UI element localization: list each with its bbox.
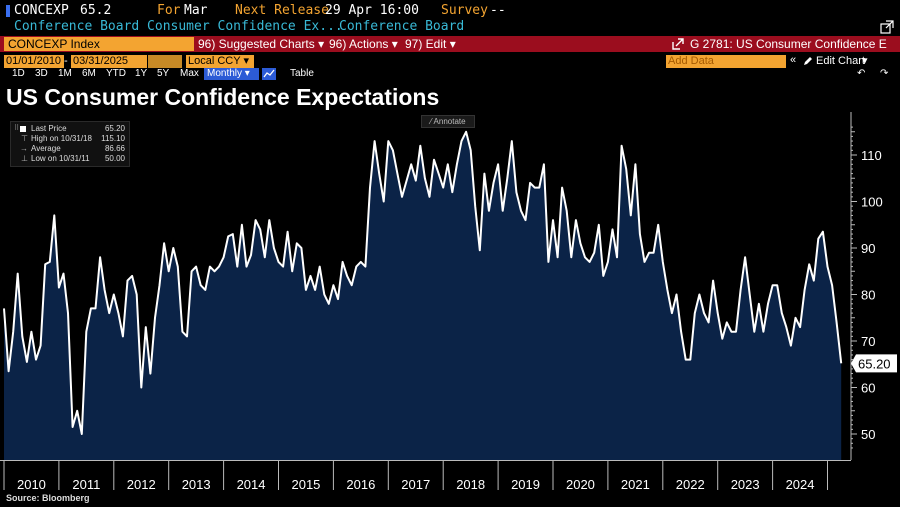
x-tick-label: 2017 <box>401 477 430 492</box>
legend-value-last: 65.20 <box>104 124 125 133</box>
annotate-button[interactable]: ⁄ Annotate <box>421 115 475 128</box>
x-tick-label: 2019 <box>511 477 540 492</box>
date-separator: - <box>64 55 68 67</box>
last-value-tag <box>851 354 897 373</box>
currency-select[interactable]: Local CCY ▾ <box>186 55 254 68</box>
frequency-select[interactable]: Monthly ▾ <box>204 68 259 80</box>
x-tick-label: 2010 <box>17 477 46 492</box>
line-chart-icon[interactable] <box>262 68 276 80</box>
end-date-input[interactable]: 03/31/2025 <box>71 55 147 68</box>
legend-marker-high: ⊤ <box>21 134 28 143</box>
redo-icon[interactable]: ↷ <box>880 68 889 79</box>
x-tick-label: 2016 <box>346 477 375 492</box>
annotate-label: Annotate <box>433 117 466 126</box>
x-tick-label: 2020 <box>566 477 595 492</box>
annotate-pencil-icon: ⁄ <box>430 117 432 126</box>
chart-toolbar: CONCEXP Index 96) Suggested Charts ▾ 96)… <box>0 36 900 52</box>
y-tick-label: 80 <box>861 288 875 303</box>
pencil-icon <box>804 57 812 65</box>
x-tick-label: 2012 <box>127 477 156 492</box>
y-tick-label: 70 <box>861 334 875 349</box>
security-description: Conference Board Consumer Confidence Ex.… <box>14 19 343 34</box>
edit-menu[interactable]: 97) Edit ▾ <box>405 37 456 51</box>
x-tick-label: 2015 <box>291 477 320 492</box>
period-max[interactable]: Max <box>180 68 199 79</box>
edit-chart-button[interactable]: Edit Chart <box>816 55 865 67</box>
start-date-input[interactable]: 01/01/2010 <box>4 55 64 68</box>
x-tick-label: 2014 <box>237 477 266 492</box>
period-6m[interactable]: 6M <box>82 68 96 79</box>
survey-label: Survey <box>441 3 488 18</box>
security-input[interactable]: CONCEXP Index <box>4 37 194 51</box>
calendar-icon[interactable] <box>148 55 182 68</box>
period-5y[interactable]: 5Y <box>157 68 170 79</box>
ticker-marker <box>6 5 10 17</box>
y-tick-label: 110 <box>861 148 882 163</box>
chart-legend: ⠿ Last Price 65.20 ⊤ High on 10/31/18 11… <box>10 121 130 167</box>
frequency-value: Monthly <box>207 68 243 79</box>
actions-menu[interactable]: 96) Actions ▾ <box>329 37 398 51</box>
chevron-down-icon[interactable]: ▾ <box>862 55 868 67</box>
legend-value-average: 86.66 <box>104 144 125 153</box>
next-release-label: Next Release <box>235 3 329 18</box>
ticker-label: CONCEXP <box>14 3 69 18</box>
for-value: Mar <box>184 3 208 18</box>
add-data-input[interactable]: Add Data <box>666 55 786 68</box>
suggested-charts-label: 96) Suggested Charts <box>198 37 315 51</box>
source-note: Source: Bloomberg <box>6 493 90 503</box>
x-tick-label: 2023 <box>731 477 760 492</box>
legend-value-low: 50.00 <box>104 154 125 163</box>
page-title: G 2781: US Consumer Confidence E <box>690 37 887 51</box>
period-3d[interactable]: 3D <box>35 68 48 79</box>
x-tick-label: 2022 <box>676 477 705 492</box>
undo-icon[interactable]: ↶ <box>857 68 866 79</box>
collapse-icon[interactable]: « <box>790 54 797 66</box>
launch-icon[interactable] <box>672 38 684 50</box>
chart-title: US Consumer Confidence Expectations <box>6 84 440 110</box>
survey-value: -- <box>490 3 506 18</box>
x-axis: 2010 2011 2012 2013 2014 2015 2016 2017 2018 2019… <box>0 460 851 492</box>
description-row: Conference Board Consumer Confidence Ex.… <box>0 19 900 35</box>
y-tick-label: 50 <box>861 427 875 442</box>
last-value-label: 65.20 <box>858 356 891 371</box>
period-1m[interactable]: 1M <box>58 68 72 79</box>
x-tick-label: 2011 <box>72 477 100 492</box>
table-view-button[interactable]: Table <box>290 68 314 79</box>
y-tick-label: 90 <box>861 241 875 256</box>
legend-label-last: Last Price <box>31 124 67 133</box>
y-tick-label: 100 <box>861 195 883 210</box>
for-label: For <box>157 3 181 18</box>
x-tick-label: 2021 <box>621 477 650 492</box>
actions-label: 96) Actions <box>329 37 389 51</box>
period-row: 1D 3D 1M 6M YTD 1Y 5Y Max Monthly ▾ Tabl… <box>0 68 900 81</box>
period-1d[interactable]: 1D <box>12 68 25 79</box>
legend-marker-average: → <box>20 144 28 153</box>
y-tick-label: 60 <box>861 381 875 396</box>
last-value: 65.2 <box>80 3 112 18</box>
x-tick-label: 2018 <box>456 477 485 492</box>
popout-icon[interactable] <box>880 20 894 34</box>
legend-label-high: High on 10/31/18 <box>31 134 92 143</box>
edit-label: 97) Edit <box>405 37 447 51</box>
legend-value-high: 115.10 <box>101 134 125 143</box>
x-tick-label: 2024 <box>786 477 815 492</box>
series-line <box>3 130 843 435</box>
period-1y[interactable]: 1Y <box>135 68 148 79</box>
security-header: CONCEXP 65.2 For Mar Next Release 29 Apr… <box>0 2 900 19</box>
date-range-row: 01/01/2010 - 03/31/2025 Local CCY ▾ Add … <box>0 54 900 68</box>
suggested-charts-menu[interactable]: 96) Suggested Charts ▾ <box>198 37 325 51</box>
data-source: Conference Board <box>339 19 465 34</box>
legend-marker-low: ⊥ <box>21 154 28 163</box>
currency-value: Local CCY <box>188 55 241 67</box>
y-axis: 50 60 70 80 90 100 110 65.20 <box>850 112 897 460</box>
legend-label-low: Low on 10/31/11 <box>31 154 90 163</box>
legend-drag-icon[interactable]: ⠿ <box>14 125 20 132</box>
legend-label-average: Average <box>31 144 61 153</box>
plot-area <box>3 130 843 461</box>
x-tick-label: 2013 <box>182 477 211 492</box>
legend-swatch-last <box>20 126 26 132</box>
period-ytd[interactable]: YTD <box>106 68 126 79</box>
next-release-value: 29 Apr 16:00 <box>325 3 419 18</box>
